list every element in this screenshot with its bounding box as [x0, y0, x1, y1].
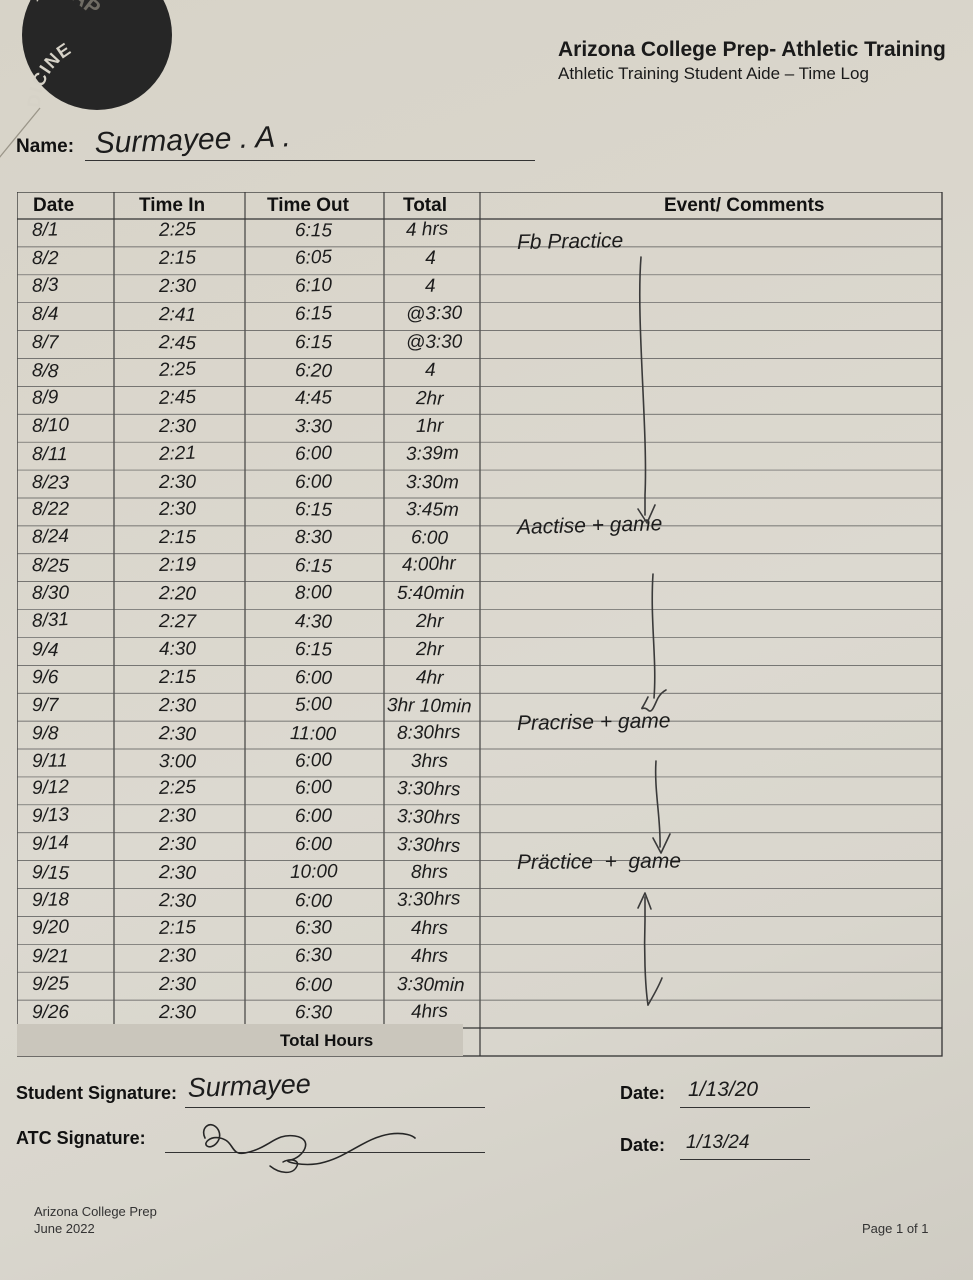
- svg-text:Surmayee: Surmayee: [188, 1069, 311, 1103]
